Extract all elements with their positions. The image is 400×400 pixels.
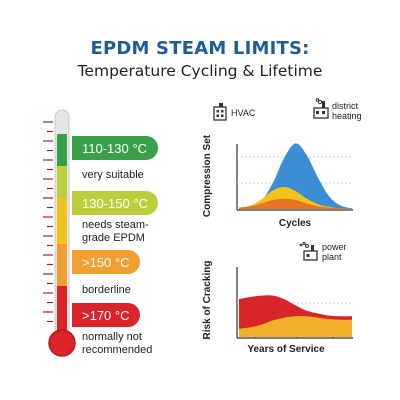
thermometer (43, 109, 76, 357)
chart1-series-area-3 (239, 198, 352, 209)
chart2-x-label: Years of Service (247, 344, 325, 355)
band-pill-4: >170 °C (72, 303, 140, 327)
chart2-series-area-2 (239, 316, 352, 337)
thermometer-band-yellow (57, 198, 67, 244)
chart1-x-label: Cycles (279, 218, 312, 229)
band-label-4: >170 °C (82, 308, 129, 323)
chart1-series-area-1 (239, 143, 352, 209)
band-note-3: borderline (82, 284, 131, 296)
hvac-building-icon (213, 103, 227, 121)
band-label-2: 130-150 °C (82, 196, 148, 211)
chart1-y-label: Compression Set (202, 134, 213, 217)
district-heating-plant-icon (313, 98, 329, 119)
power-plant-label: power plant (322, 242, 347, 262)
chart2-y-label: Risk of Cracking (202, 261, 213, 340)
band-pill-3: >150 °C (72, 250, 140, 274)
band-label-1: 110-130 °C (82, 141, 147, 156)
band-label-3: >150 °C (82, 255, 129, 270)
risk-of-cracking-chart: Years of Service Risk of Cracking (202, 261, 353, 355)
hvac-label: HVAC (231, 108, 256, 118)
power-plant-icon (299, 241, 318, 261)
page-subtitle: Temperature Cycling & Lifetime (77, 62, 323, 80)
compression-set-chart: Cycles Compression Set (202, 134, 353, 229)
band-note-2: needs steam-grade EPDM (82, 219, 149, 244)
thermometer-band-orange (57, 244, 67, 286)
band-note-4: normally not recommended (82, 331, 153, 356)
thermometer-band-yellow-green (57, 166, 67, 198)
thermometer-band-green (57, 134, 67, 166)
thermometer-bulb (48, 329, 76, 357)
thermometer-band-red (57, 286, 67, 336)
district-heating-label: district heating (332, 101, 362, 121)
band-pill-2: 130-150 °C (72, 191, 158, 215)
band-note-1: very suitable (82, 169, 144, 181)
page-title: EPDM STEAM LIMITS: (90, 38, 310, 59)
band-pill-1: 110-130 °C (72, 136, 158, 160)
thermometer-ticks (43, 121, 53, 323)
